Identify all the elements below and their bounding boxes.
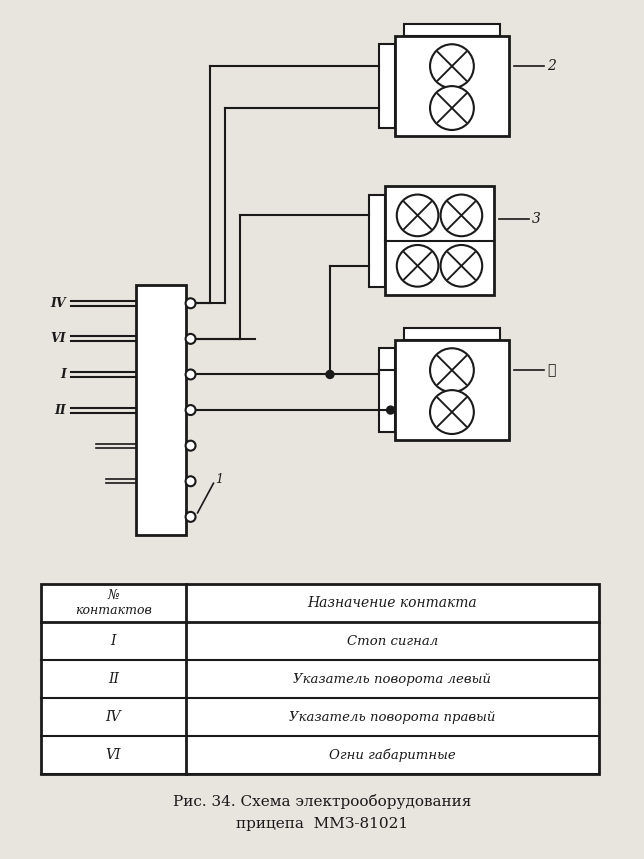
Bar xyxy=(395,340,509,440)
Text: 3: 3 xyxy=(532,211,541,226)
Circle shape xyxy=(430,86,474,130)
Bar xyxy=(395,36,509,136)
Text: Огни габаритные: Огни габаритные xyxy=(329,748,455,762)
Text: Указатель поворота левый: Указатель поворота левый xyxy=(293,673,491,685)
Text: IV: IV xyxy=(50,296,66,310)
Text: ℓ: ℓ xyxy=(547,363,555,377)
Text: VI: VI xyxy=(50,332,66,345)
Text: IV: IV xyxy=(106,710,121,724)
Circle shape xyxy=(185,512,196,522)
Circle shape xyxy=(185,405,196,415)
Circle shape xyxy=(185,441,196,451)
Circle shape xyxy=(185,298,196,308)
Circle shape xyxy=(440,245,482,287)
Bar xyxy=(41,584,599,774)
Text: Рис. 34. Схема электрооборудования: Рис. 34. Схема электрооборудования xyxy=(173,795,471,809)
Circle shape xyxy=(397,194,439,236)
Circle shape xyxy=(430,348,474,392)
Text: VI: VI xyxy=(106,748,121,762)
Text: I: I xyxy=(61,368,66,381)
Circle shape xyxy=(185,334,196,344)
Text: №
контактов: № контактов xyxy=(75,589,152,618)
Text: прицепа  ММЗ-81021: прицепа ММЗ-81021 xyxy=(236,817,408,831)
Text: Указатель поворота правый: Указатель поворота правый xyxy=(289,710,495,723)
Text: II: II xyxy=(108,673,119,686)
Circle shape xyxy=(326,370,334,379)
Bar xyxy=(379,348,395,432)
Text: II: II xyxy=(54,404,66,417)
Bar xyxy=(379,45,395,128)
Text: 1: 1 xyxy=(216,472,223,486)
Bar xyxy=(136,285,185,534)
Circle shape xyxy=(386,406,395,414)
Circle shape xyxy=(397,245,439,287)
Text: Стоп сигнал: Стоп сигнал xyxy=(346,635,438,648)
Text: 2: 2 xyxy=(547,59,556,73)
Circle shape xyxy=(430,390,474,434)
Bar xyxy=(370,194,384,287)
Circle shape xyxy=(440,194,482,236)
Bar xyxy=(384,186,494,295)
Circle shape xyxy=(185,476,196,486)
Circle shape xyxy=(185,369,196,380)
Circle shape xyxy=(430,45,474,88)
Bar xyxy=(404,328,500,340)
Text: Назначение контакта: Назначение контакта xyxy=(307,596,477,611)
Text: I: I xyxy=(111,634,116,649)
Bar xyxy=(404,24,500,36)
